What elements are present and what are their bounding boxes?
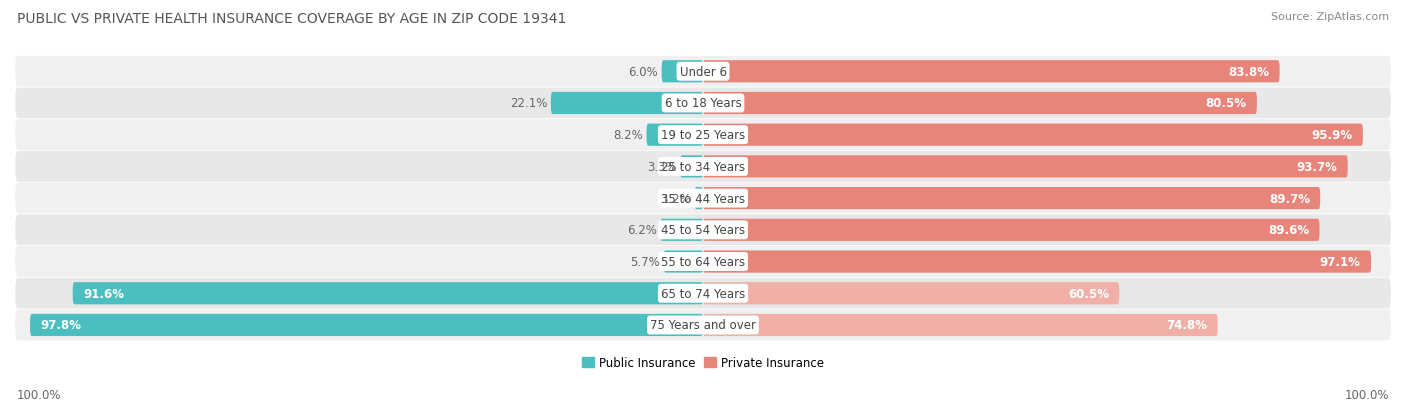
- Text: 1.2%: 1.2%: [661, 192, 692, 205]
- Text: 8.2%: 8.2%: [613, 129, 643, 142]
- Text: 97.8%: 97.8%: [41, 319, 82, 332]
- Text: 100.0%: 100.0%: [1344, 388, 1389, 401]
- FancyBboxPatch shape: [551, 93, 703, 115]
- FancyBboxPatch shape: [15, 246, 1391, 278]
- Text: 97.1%: 97.1%: [1320, 255, 1361, 268]
- Text: PUBLIC VS PRIVATE HEALTH INSURANCE COVERAGE BY AGE IN ZIP CODE 19341: PUBLIC VS PRIVATE HEALTH INSURANCE COVER…: [17, 12, 567, 26]
- FancyBboxPatch shape: [15, 119, 1391, 151]
- FancyBboxPatch shape: [703, 314, 1218, 336]
- FancyBboxPatch shape: [664, 251, 703, 273]
- Text: 25 to 34 Years: 25 to 34 Years: [661, 161, 745, 173]
- FancyBboxPatch shape: [15, 88, 1391, 119]
- Legend: Public Insurance, Private Insurance: Public Insurance, Private Insurance: [582, 356, 824, 369]
- FancyBboxPatch shape: [703, 61, 1279, 83]
- Text: 45 to 54 Years: 45 to 54 Years: [661, 224, 745, 237]
- Text: 6.0%: 6.0%: [628, 66, 658, 78]
- FancyBboxPatch shape: [703, 282, 1119, 305]
- Text: 6 to 18 Years: 6 to 18 Years: [665, 97, 741, 110]
- FancyBboxPatch shape: [703, 188, 1320, 210]
- Text: 65 to 74 Years: 65 to 74 Years: [661, 287, 745, 300]
- Text: 75 Years and over: 75 Years and over: [650, 319, 756, 332]
- Text: 83.8%: 83.8%: [1229, 66, 1270, 78]
- Text: 35 to 44 Years: 35 to 44 Years: [661, 192, 745, 205]
- FancyBboxPatch shape: [681, 156, 703, 178]
- FancyBboxPatch shape: [15, 151, 1391, 183]
- FancyBboxPatch shape: [15, 183, 1391, 214]
- FancyBboxPatch shape: [15, 56, 1391, 88]
- FancyBboxPatch shape: [15, 278, 1391, 309]
- Text: Source: ZipAtlas.com: Source: ZipAtlas.com: [1271, 12, 1389, 22]
- FancyBboxPatch shape: [15, 309, 1391, 341]
- Text: Under 6: Under 6: [679, 66, 727, 78]
- FancyBboxPatch shape: [703, 219, 1319, 241]
- Text: 74.8%: 74.8%: [1167, 319, 1208, 332]
- Text: 22.1%: 22.1%: [510, 97, 547, 110]
- Text: 3.3%: 3.3%: [647, 161, 676, 173]
- FancyBboxPatch shape: [15, 214, 1391, 246]
- FancyBboxPatch shape: [662, 61, 703, 83]
- Text: 89.7%: 89.7%: [1268, 192, 1310, 205]
- Text: 80.5%: 80.5%: [1205, 97, 1247, 110]
- Text: 93.7%: 93.7%: [1296, 161, 1337, 173]
- FancyBboxPatch shape: [703, 93, 1257, 115]
- FancyBboxPatch shape: [661, 219, 703, 241]
- FancyBboxPatch shape: [703, 156, 1348, 178]
- FancyBboxPatch shape: [703, 251, 1371, 273]
- FancyBboxPatch shape: [73, 282, 703, 305]
- Text: 60.5%: 60.5%: [1069, 287, 1109, 300]
- Text: 19 to 25 Years: 19 to 25 Years: [661, 129, 745, 142]
- Text: 95.9%: 95.9%: [1312, 129, 1353, 142]
- Text: 5.7%: 5.7%: [631, 255, 661, 268]
- Text: 100.0%: 100.0%: [17, 388, 62, 401]
- Text: 89.6%: 89.6%: [1268, 224, 1309, 237]
- FancyBboxPatch shape: [703, 124, 1362, 147]
- Text: 91.6%: 91.6%: [83, 287, 124, 300]
- FancyBboxPatch shape: [695, 188, 703, 210]
- Text: 55 to 64 Years: 55 to 64 Years: [661, 255, 745, 268]
- FancyBboxPatch shape: [30, 314, 703, 336]
- FancyBboxPatch shape: [647, 124, 703, 147]
- Text: 6.2%: 6.2%: [627, 224, 657, 237]
